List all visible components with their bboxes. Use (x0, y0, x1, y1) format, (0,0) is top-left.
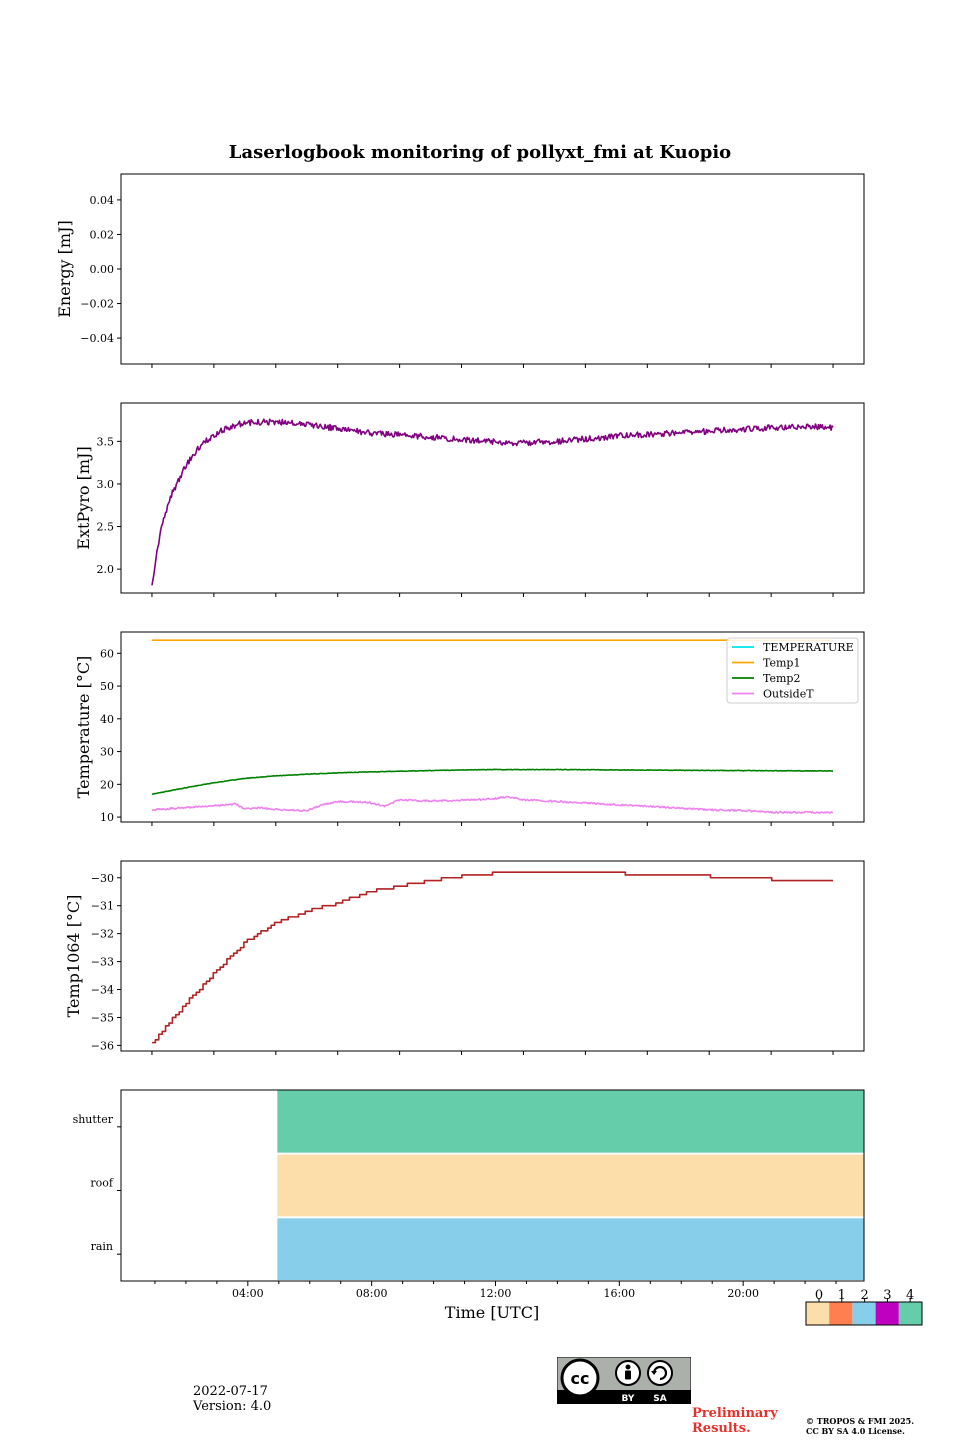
legend-entry: TEMPERATURE (763, 641, 854, 654)
preliminary-line-2: Results. (692, 1421, 751, 1436)
y-tick-label: 2.5 (97, 521, 115, 534)
panel-frame (120, 1089, 865, 1282)
colorbar-segment-2 (852, 1302, 876, 1325)
y-tick-label: −33 (91, 956, 114, 969)
panel-frame (120, 402, 865, 594)
series-temp2-line (151, 768, 834, 796)
y-tick-label: −31 (91, 900, 114, 913)
y-tick-label: 0.04 (90, 194, 115, 207)
y-tick-label: −34 (91, 984, 114, 997)
y-tick-label: 0.02 (90, 228, 115, 241)
y-tick-label: 0.00 (90, 263, 115, 276)
y-axis-label: Temperature [°C] (74, 656, 93, 799)
y-axis-label: Energy [mJ] (55, 220, 74, 318)
x-tick-label: 08:00 (356, 1287, 388, 1300)
panel-frame (120, 860, 865, 1052)
legend: TEMPERATURE Temp1 Temp2 OutsideT (726, 637, 859, 704)
cc-icon (560, 1358, 600, 1398)
preliminary-line-1: Preliminary (692, 1406, 778, 1421)
series-temp1064-line (151, 871, 834, 1044)
status-row-label-shutter: shutter (73, 1113, 114, 1126)
series-outsidet-line (151, 795, 834, 815)
status-band-roof (277, 1154, 864, 1217)
preliminary-notice: Preliminary Results. (692, 1406, 778, 1436)
y-tick-label: 50 (100, 680, 114, 693)
copyright-line-2: CC BY SA 4.0 License. (806, 1426, 905, 1436)
colorbar-tick-label: 0 (815, 1288, 823, 1303)
y-axis-label: Temp1064 [°C] (64, 895, 83, 1018)
x-tick-label: 20:00 (727, 1287, 759, 1300)
y-tick-label: −36 (91, 1039, 114, 1052)
cc-license-badge[interactable]: cc BY SA (556, 1356, 692, 1405)
panel-status: shutter roof rain 04:00 08:00 12:00 16:00 20:00… (73, 1089, 923, 1326)
panel-energy: 0.04 0.02 0.00 −0.02 −0.04 Energy [mJ] (55, 173, 865, 368)
colorbar-segment-1 (829, 1302, 853, 1325)
license-sa-label: SA (653, 1394, 666, 1404)
y-tick-label: −0.04 (80, 332, 114, 345)
y-tick-label: −32 (91, 928, 114, 941)
copyright-line-1: © TROPOS & FMI 2025. (806, 1416, 915, 1426)
y-tick-label: 2.0 (97, 563, 115, 576)
colorbar-tick-label: 1 (838, 1288, 846, 1303)
y-tick-label: 30 (100, 746, 114, 759)
footer-version: Version: 4.0 (193, 1399, 272, 1414)
footer-date: 2022-07-17 (193, 1384, 268, 1399)
status-band-shutter (277, 1090, 864, 1153)
colorbar-segment-3 (875, 1302, 899, 1325)
y-tick-label: 40 (100, 713, 114, 726)
status-band-rain (277, 1218, 864, 1280)
sa-share-icon (647, 1360, 673, 1386)
panel-frame (120, 173, 865, 365)
y-axis-label: ExtPyro [mJ] (74, 446, 93, 549)
legend-entry: Temp1 (763, 657, 800, 670)
legend-entry: Temp2 (763, 672, 800, 685)
panel-extpyro: 3.5 3.0 2.5 2.0 ExtPyro [mJ] (74, 402, 865, 597)
series-extpyro-line (151, 418, 834, 586)
y-tick-label: 3.0 (97, 478, 115, 491)
legend-box (726, 637, 859, 704)
y-tick-label: 3.5 (97, 435, 115, 448)
copyright-notice: © TROPOS & FMI 2025. CC BY SA 4.0 Licens… (806, 1416, 914, 1436)
license-by-label: BY (622, 1394, 635, 1404)
x-tick-label: 12:00 (480, 1287, 512, 1300)
colorbar-tick-label: 3 (883, 1288, 891, 1303)
colorbar-tick-label: 4 (906, 1288, 914, 1303)
y-tick-label: −30 (91, 872, 114, 885)
colorbar-tick-label: 2 (860, 1288, 868, 1303)
panel-frame (120, 631, 865, 823)
colorbar-segment-4 (898, 1302, 922, 1325)
y-tick-label: −35 (91, 1011, 114, 1024)
x-axis-label: Time [UTC] (445, 1303, 539, 1322)
status-row-label-rain: rain (91, 1240, 113, 1253)
y-tick-label: 20 (100, 778, 114, 791)
legend-entry: OutsideT (763, 688, 814, 701)
svg-text:cc: cc (571, 1369, 590, 1388)
y-tick-label: −0.02 (80, 298, 114, 311)
figure-title: Laserlogbook monitoring of pollyxt_fmi a… (229, 142, 731, 163)
panel-temp1064: −30 −31 −32 −33 −34 −35 −36 Temp1064 [°C] (64, 860, 865, 1055)
status-row-label-roof: roof (90, 1177, 114, 1190)
x-tick-label: 04:00 (232, 1287, 264, 1300)
y-tick-label: 10 (100, 811, 114, 824)
y-tick-label: 60 (100, 647, 114, 660)
colorbar-segment-0 (806, 1302, 830, 1325)
x-tick-label: 16:00 (603, 1287, 635, 1300)
colorbar-frame (805, 1301, 923, 1326)
